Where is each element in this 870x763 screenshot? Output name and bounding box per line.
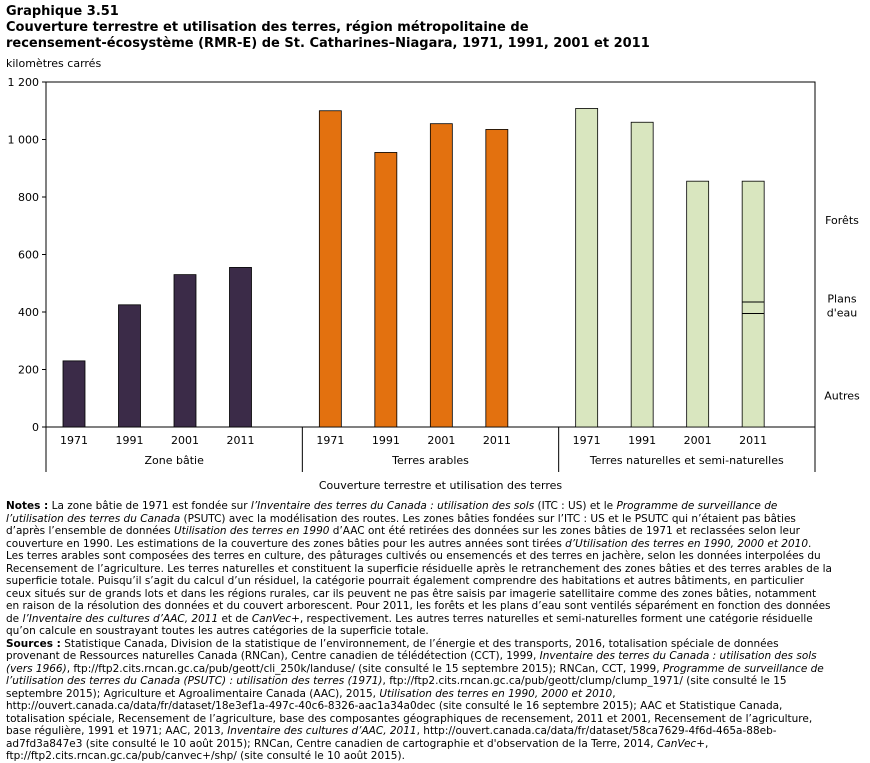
sources-italic: CanVec+ [656, 737, 705, 750]
bar-1-2 [429, 123, 453, 428]
notes-italic: d’Utilisation des terres en 1990, 2000 e… [565, 537, 809, 550]
y-tick-label: 800 [18, 191, 39, 204]
bar-0-3 [229, 267, 252, 428]
sources-italic: Inventaire des terres du Canada : utilis… [6, 650, 817, 675]
bar-0-0 [62, 360, 86, 428]
x-tick-label: 2011 [739, 434, 767, 447]
y-tick-label: 400 [18, 306, 39, 319]
sources-text: , ftp://ftp2.cits.rncan.gc.ca/pub/geott/… [6, 675, 787, 700]
bar-1-0 [318, 110, 342, 428]
notes-paragraph: Notes : La zone bâtie de 1971 est fondée… [6, 500, 832, 638]
notes-italic: Programme de surveillance de l’utilisati… [6, 500, 778, 525]
group-label: Zone bâtie [144, 454, 204, 467]
notes-text: d’AAC ont été retirées des données sur l… [6, 525, 800, 550]
chart-number: Graphique 3.51 [6, 4, 119, 19]
bar-0-2 [173, 274, 197, 428]
sources-text: Statistique Canada, Division de la stati… [6, 637, 779, 663]
sources-text: , ftp://ftp2.cits.rncan.gc.ca/pub/canvec… [6, 737, 709, 763]
x-tick-label: 2011 [227, 434, 255, 447]
bar-2-1 [630, 121, 654, 428]
x-tick-label: 2001 [684, 434, 712, 447]
sources-italic: Utilisation des terres en 1990, 2000 et … [379, 687, 613, 700]
bar-2-2 [686, 180, 710, 428]
x-tick-label: 1991 [116, 434, 144, 447]
sources-italic: Inventaire des cultures d’AAC, 2011 [227, 725, 417, 737]
notes-text: La zone bâtie de 1971 est fondée sur [48, 500, 251, 512]
notes-text: , respectivement. Les autres terres natu… [6, 612, 813, 638]
sources-italic: Programme de surveillance de l’utilisati… [6, 662, 824, 688]
notes-italic: Utilisation des terres en 1990 [173, 525, 330, 537]
bar-2-3 [741, 180, 765, 428]
annotation-label: Autres [824, 389, 860, 402]
sources-paragraph: Sources : Statistique Canada, Division d… [6, 638, 832, 763]
notes-text: . Les terres arables sont composées des … [6, 537, 832, 625]
y-tick-label: 1 200 [8, 76, 40, 89]
x-tick-label: 1971 [60, 434, 88, 447]
y-axis-label: kilomètres carrés [6, 57, 102, 70]
notes-italic: l’Inventaire des cultures d’AAC, 2011 [22, 612, 219, 625]
annotation-label: Plans d'eau [827, 292, 858, 319]
bar-chart: 0 200 400 600 800 1 000 1 200 1971 1991 2001 2011 Z… [8, 76, 861, 492]
x-axis-label: Couverture terrestre et utilisation des … [319, 479, 563, 492]
sources-text: , ftp://ftp2.cits.rncan.gc.ca/pub/geott/… [66, 662, 663, 675]
x-tick-label: 2011 [483, 434, 511, 447]
y-tick-label: 1 000 [8, 134, 40, 147]
sources-label: Sources : [6, 637, 61, 650]
x-tick-label: 2001 [427, 434, 455, 447]
notes-block: Notes : La zone bâtie de 1971 est fondée… [6, 500, 832, 763]
y-tick-label: 600 [18, 249, 39, 262]
y-tick-label: 200 [18, 364, 39, 377]
x-tick-label: 1971 [316, 434, 344, 447]
notes-text: (ITC : US) et le [534, 500, 617, 512]
group-label: Terres arables [391, 454, 469, 467]
bar-0-1 [118, 304, 141, 428]
x-tick-label: 1991 [628, 434, 656, 447]
chart-title: Graphique 3.51 Couverture terrestre et u… [6, 4, 866, 52]
bar-1-3 [485, 129, 509, 428]
chart-title-line-1: Couverture terrestre et utilisation des … [6, 20, 529, 35]
notes-italic: CanVec+ [251, 612, 300, 625]
annotation-label: Forêts [825, 214, 859, 227]
bar-2-0 [575, 108, 599, 428]
bar-1-1 [374, 152, 398, 428]
notes-italic: l’Inventaire des terres du Canada : util… [250, 500, 535, 512]
chart-title-line-2: recensement-écosystème (RMR-E) de St. Ca… [6, 36, 650, 51]
sources-text: , http://ouvert.canada.ca/data/fr/datase… [6, 687, 813, 738]
x-tick-label: 1971 [573, 434, 601, 447]
group-label: Terres naturelles et semi-naturelles [589, 454, 784, 467]
sources-text: , http://ouvert.canada.ca/data/fr/datase… [6, 725, 777, 750]
y-tick-label: 0 [32, 421, 39, 434]
notes-text: (PSUTC) avec la modélisation des routes.… [6, 512, 796, 538]
notes-label: Notes : [6, 500, 49, 512]
notes-text: et de [218, 612, 252, 625]
x-tick-label: 2001 [171, 434, 199, 447]
x-tick-label: 1991 [372, 434, 400, 447]
